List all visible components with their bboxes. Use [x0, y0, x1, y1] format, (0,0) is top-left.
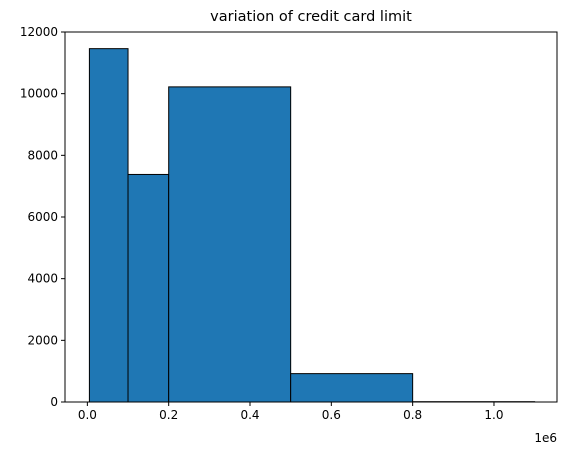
y-tick-label-2: 4000 [27, 272, 58, 286]
x-tick-label-0: 0.0 [78, 408, 97, 422]
x-axis-scale-label: 1e6 [534, 431, 557, 445]
y-tick-label-3: 6000 [27, 210, 58, 224]
histogram-bar-3 [291, 374, 413, 402]
histogram-bar-2 [169, 87, 291, 402]
y-tick-label-0: 0 [50, 395, 58, 409]
x-axis: 0.0 0.2 0.4 0.6 0.8 1.0 [78, 402, 504, 422]
y-tick-label-4: 8000 [27, 148, 58, 162]
y-tick-label-6: 12000 [20, 25, 58, 39]
bars-layer [89, 49, 534, 402]
x-tick-label-5: 1.0 [484, 408, 503, 422]
x-tick-label-1: 0.2 [159, 408, 178, 422]
x-tick-label-4: 0.8 [403, 408, 422, 422]
x-tick-label-3: 0.6 [322, 408, 341, 422]
y-tick-label-5: 10000 [20, 87, 58, 101]
y-tick-label-1: 2000 [27, 333, 58, 347]
histogram-bar-0 [89, 49, 128, 402]
histogram-bar-1 [128, 174, 169, 402]
chart-title: variation of credit card limit [210, 9, 412, 25]
x-tick-label-2: 0.4 [240, 408, 259, 422]
y-axis: 0 2000 4000 6000 8000 10000 12000 [20, 25, 65, 409]
